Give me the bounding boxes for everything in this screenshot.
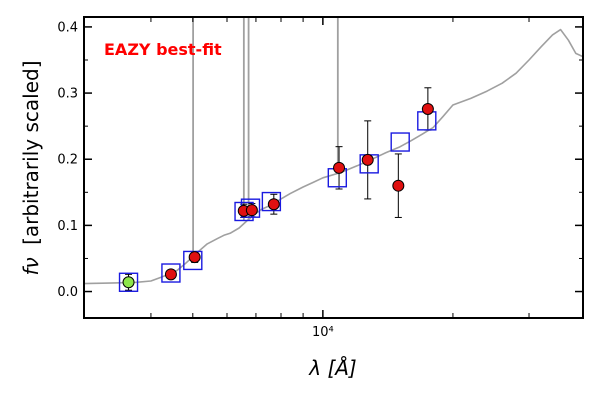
model-flux-box xyxy=(118,272,139,292)
observed-flux-point-highlighted xyxy=(122,276,135,289)
observed-flux-layer xyxy=(122,102,434,289)
chart-annotation: EAZY best-fit xyxy=(104,40,222,59)
model-flux-box xyxy=(161,263,181,283)
template-spectrum-line xyxy=(83,28,584,285)
y-axis-label-text: [arbitrarily scaled] xyxy=(19,61,43,245)
observed-flux-point xyxy=(164,268,177,281)
y-axis-label-symbol: fν xyxy=(19,257,43,275)
model-flux-box xyxy=(390,132,410,152)
observed-flux-point xyxy=(188,251,201,264)
template-layer xyxy=(83,17,584,285)
y-tick-label: 0.3 xyxy=(57,87,78,102)
y-tick-label: 0.2 xyxy=(57,153,78,168)
x-tick-label: 10⁴ xyxy=(312,325,334,340)
model-flux-box xyxy=(261,191,282,212)
observed-flux-point xyxy=(392,179,405,192)
y-tick-label: 0.0 xyxy=(57,285,78,300)
tick-label-layer: 0.0 0.1 0.2 0.3 0.4 10⁴ xyxy=(57,20,333,340)
observed-flux-point xyxy=(245,204,258,217)
observed-flux-point xyxy=(361,153,374,166)
y-tick-label: 0.4 xyxy=(57,20,78,35)
observed-flux-point xyxy=(267,198,280,211)
x-axis-label: λ [Å] xyxy=(308,356,356,380)
observed-flux-point xyxy=(333,161,346,174)
y-tick-label: 0.1 xyxy=(57,219,78,234)
plot-frame xyxy=(83,16,584,319)
y-axis-label: fν [arbitrarily scaled] xyxy=(19,61,43,276)
observed-flux-point xyxy=(421,102,434,115)
